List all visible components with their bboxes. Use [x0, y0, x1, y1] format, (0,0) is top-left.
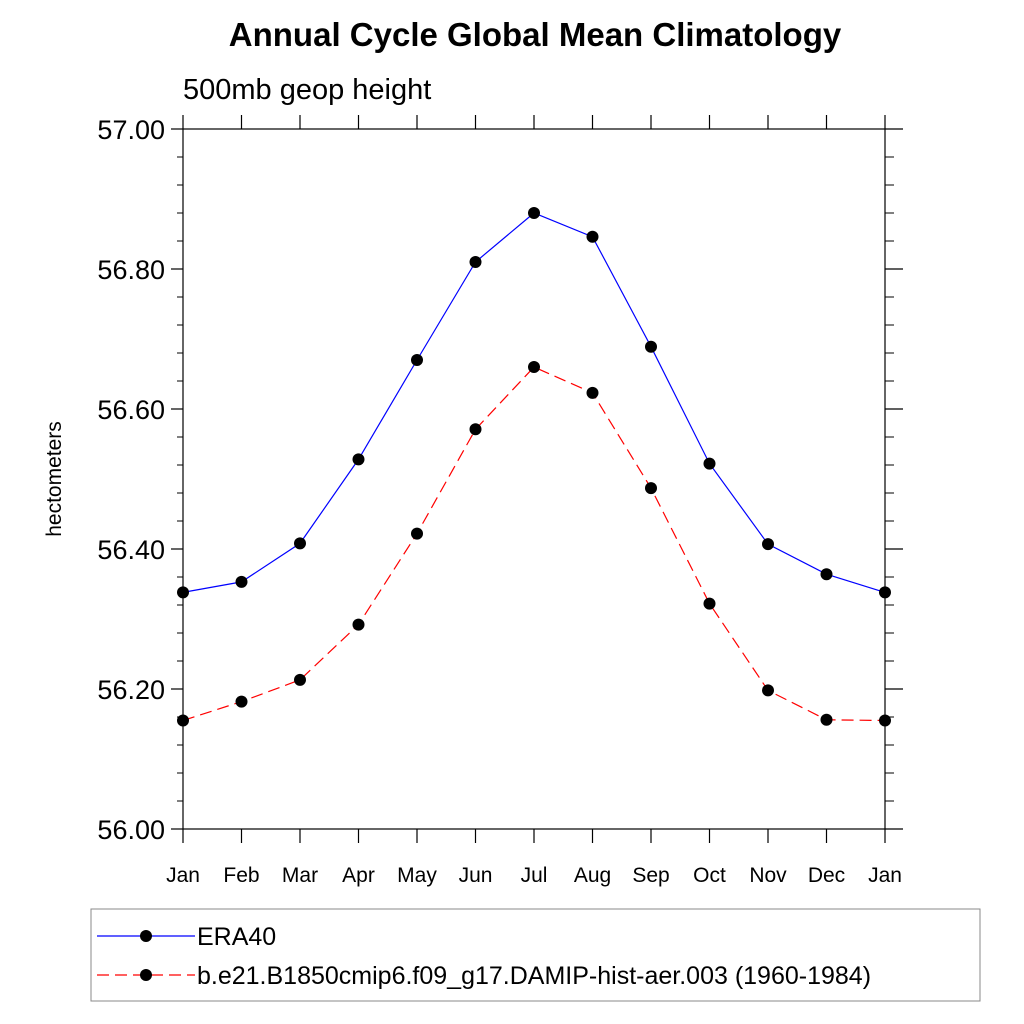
series-1-point: [645, 340, 657, 353]
series-layer: [177, 207, 891, 727]
series-1-point: [762, 538, 774, 551]
series-2-point: [645, 482, 657, 495]
x-tick-labels: Jan Feb Mar Apr May Jun Jul Aug Sep Oct Nov Dec Jan: [166, 864, 902, 887]
legend-label: b.e21.B1850cmip6.f09_g17.DAMIP-hist-aer.…: [197, 962, 871, 990]
legend-marker: [140, 969, 152, 981]
series-1-line: [182, 212, 886, 593]
y-axis-label: hectometers: [43, 421, 66, 537]
y-tick-label: 56.60: [97, 395, 165, 425]
series-1-point: [352, 453, 365, 466]
x-tick-label: Aug: [574, 864, 611, 887]
series-1-point: [294, 537, 306, 550]
y-tick-label: 56.80: [97, 255, 165, 285]
series-1-point: [586, 230, 599, 243]
legend: ERA40 b.e21.B1850cmip6.f09_g17.DAMIP-hist…: [97, 923, 871, 990]
series-1-point: [411, 354, 423, 366]
x-tick-label: Feb: [223, 864, 259, 887]
legend-marker: [140, 930, 152, 942]
series-2-point: [820, 713, 833, 726]
series-1-point: [177, 586, 189, 599]
x-tick-label: Jan: [166, 864, 200, 887]
chart-title: Annual Cycle Global Mean Climatology: [229, 16, 842, 53]
series-1-point: [235, 575, 248, 588]
series-2-line: [182, 366, 886, 722]
x-tick-label: Oct: [693, 864, 726, 887]
axis-ticks: [171, 115, 903, 843]
series-2-point: [879, 714, 891, 727]
y-tick-label: 56.40: [97, 535, 165, 565]
x-tick-label: Apr: [342, 864, 375, 887]
legend-item-2: b.e21.B1850cmip6.f09_g17.DAMIP-hist-aer.…: [97, 962, 871, 990]
series-2-point: [469, 423, 482, 436]
x-tick-label: May: [397, 864, 437, 887]
series-1-point: [469, 256, 482, 268]
x-tick-label: Dec: [808, 864, 845, 887]
series-2-point: [528, 361, 540, 373]
series-2-point: [586, 386, 599, 399]
series-2: [177, 361, 891, 727]
x-tick-label: Mar: [282, 864, 318, 887]
series-2-point: [411, 527, 423, 540]
legend-item-1: ERA40: [97, 923, 276, 951]
y-tick-label: 56.00: [97, 815, 165, 845]
series-2-point: [235, 695, 248, 708]
x-tick-label: Nov: [749, 864, 787, 887]
series-2-point: [177, 714, 189, 727]
series-1-point: [703, 457, 716, 470]
x-tick-label: Jun: [459, 864, 493, 887]
series-2-point: [352, 618, 365, 631]
legend-label: ERA40: [197, 923, 276, 951]
y-tick-label: 57.00: [97, 115, 165, 145]
plot-area-frame: [182, 128, 886, 830]
series-1-point: [879, 586, 891, 599]
chart-subtitle: 500mb geop height: [183, 74, 431, 106]
series-1: [177, 207, 891, 599]
series-1-point: [820, 568, 833, 581]
series-1-point: [528, 207, 540, 219]
series-2-point: [294, 673, 306, 686]
series-2-point: [703, 597, 716, 610]
series-2-point: [762, 684, 774, 697]
x-tick-label: Jan: [868, 864, 902, 887]
x-tick-label: Sep: [632, 864, 669, 887]
legend-box: [90, 908, 981, 1002]
y-tick-labels: 56.00 56.20 56.40 56.60 56.80 57.00: [97, 115, 165, 845]
y-tick-label: 56.20: [97, 675, 165, 705]
x-tick-label: Jul: [521, 864, 548, 887]
